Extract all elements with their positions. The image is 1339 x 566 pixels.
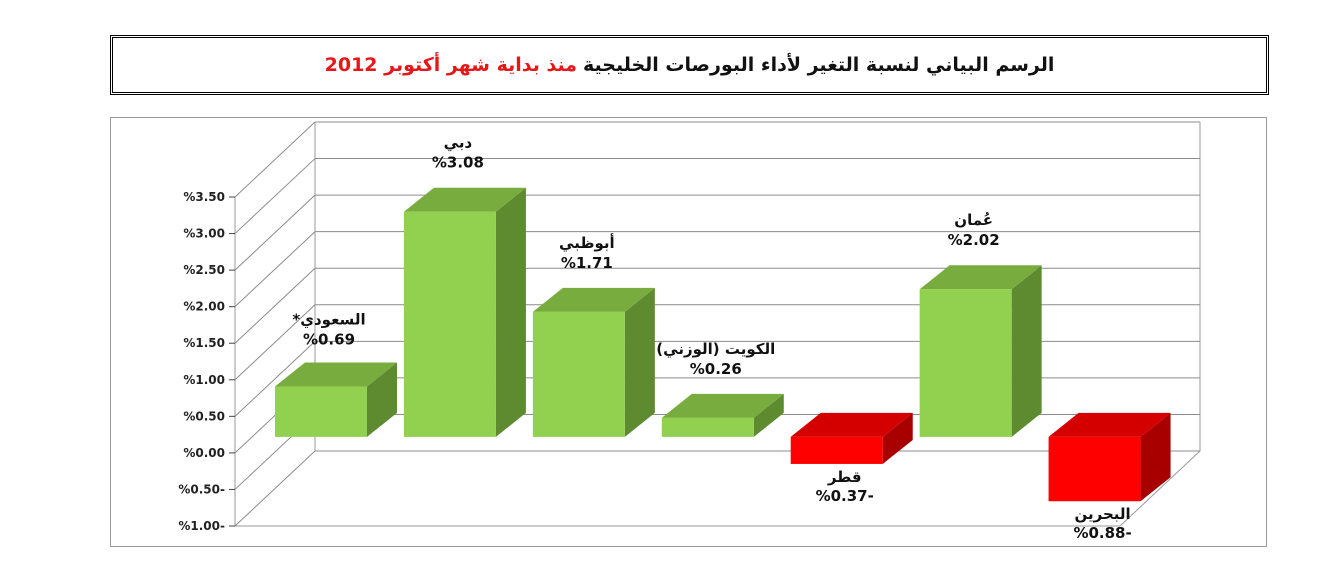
y-tick-label: %0.50-	[178, 482, 225, 496]
bar-front-face	[532, 311, 625, 437]
bar-side-face	[624, 287, 655, 437]
bar-value-label: %0.37-	[816, 487, 874, 505]
bar-top-face	[403, 187, 526, 212]
bar-top-face	[1048, 412, 1171, 437]
bar-front-face	[275, 386, 367, 437]
bar	[532, 287, 655, 437]
bar-category-label: السعودي*	[292, 310, 365, 329]
chart-title-box: الرسم البياني لنسبة التغير لأداء البورصا…	[110, 35, 1269, 95]
bar	[661, 393, 784, 437]
bar-top-face	[275, 362, 397, 387]
y-tick-label: %1.50	[183, 336, 225, 350]
bar-top-face	[532, 287, 655, 312]
y-tick-label: %3.50	[183, 190, 225, 204]
bar-front-face	[919, 289, 1012, 437]
bar	[790, 412, 913, 464]
bar	[919, 265, 1042, 437]
y-axis-ticks: %3.50 %3.00 %2.50 %2.00 %1.50 %1.00 %0.50 %0.00…	[178, 190, 235, 533]
gridline-left-wall	[234, 340, 316, 417]
gridline-left-wall	[234, 194, 316, 271]
gridline-left-wall	[234, 304, 316, 381]
y-tick-label: %0.50	[183, 409, 225, 423]
bar-side-face	[1011, 265, 1042, 437]
bar-value-label: %0.88-	[1073, 524, 1131, 542]
bar-value-label: %2.02	[948, 231, 1000, 249]
y-tick-label: %3.00	[183, 227, 225, 241]
bar-category-label: الكويت (الوزني)	[656, 340, 775, 358]
bar-value-label: %1.71	[561, 254, 613, 272]
bar-category-label: أبوظبي	[559, 233, 615, 252]
y-tick-label: %1.00-	[178, 519, 225, 533]
chart-title-accent: منذ بداية شهر أكتوبر 2012	[324, 54, 577, 76]
gridline-left-wall	[234, 450, 316, 527]
bar-labels: السعودي*%0.69 دبي %3.08 أبوظبي %1.71 الكويت (…	[292, 134, 1131, 543]
y-tick-label: %2.50	[183, 263, 225, 277]
bar-side-face	[495, 187, 526, 437]
y-tick-label: %0.00	[183, 446, 225, 460]
bar	[275, 362, 397, 437]
chart-title: الرسم البياني لنسبة التغير لأداء البورصا…	[582, 54, 1055, 76]
bar-category-label: البحرين	[1074, 505, 1130, 523]
bar-side-face	[1140, 412, 1171, 502]
bar-front-face	[403, 211, 496, 437]
chart-frame	[110, 117, 1267, 547]
gridline-left-wall	[234, 121, 316, 198]
y-tick-label: %2.00	[183, 300, 225, 314]
gridline-left-wall	[234, 267, 316, 344]
bar-side-face	[753, 393, 784, 437]
chart-walls	[234, 122, 1201, 527]
bar	[1048, 412, 1171, 502]
bar-top-face	[919, 265, 1042, 290]
bar-value-label: %0.26	[690, 360, 742, 378]
bar-front-face	[661, 417, 754, 437]
bar-side-face	[882, 412, 913, 464]
gridline-left-wall	[234, 158, 316, 234]
bar-side-face	[367, 362, 397, 437]
bar-value-label: %3.08	[432, 154, 484, 172]
chart-bars	[275, 187, 1171, 502]
gridline-left-wall	[234, 231, 316, 308]
bar-top-face	[661, 393, 784, 418]
bar-category-label: عُمان	[954, 211, 993, 229]
bar-front-face	[1048, 436, 1141, 502]
bar	[403, 187, 526, 437]
floor-right-edge	[1119, 450, 1201, 527]
bar-category-label: دبي	[444, 134, 473, 152]
y-tick-label: %1.00	[183, 373, 225, 387]
bar-category-label: قطر	[827, 468, 862, 486]
bar-top-face	[790, 412, 913, 437]
bar-value-label: %0.69	[303, 330, 355, 348]
bar-front-face	[790, 436, 883, 464]
